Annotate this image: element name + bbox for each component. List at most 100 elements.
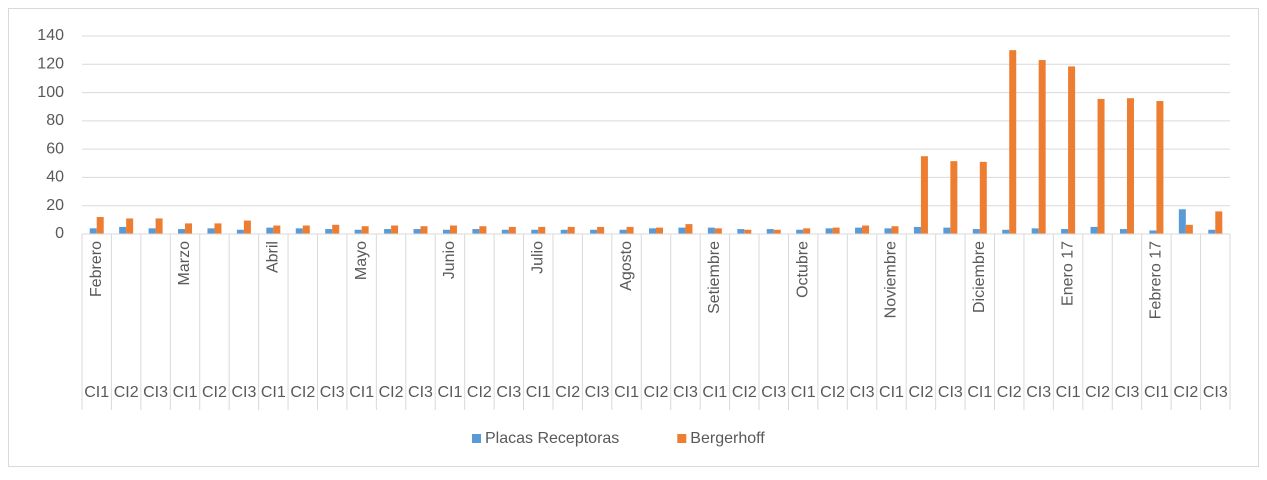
bar bbox=[920, 156, 928, 234]
bar bbox=[1002, 229, 1010, 234]
bar bbox=[508, 226, 516, 234]
bar bbox=[825, 228, 833, 234]
bar bbox=[96, 217, 104, 234]
bar bbox=[707, 227, 715, 234]
legend-label: Bergerhoff bbox=[690, 430, 765, 447]
y-tick-label: 0 bbox=[55, 225, 64, 242]
bar bbox=[449, 225, 457, 234]
bar bbox=[148, 228, 156, 234]
bar bbox=[391, 225, 399, 234]
bar bbox=[531, 229, 539, 234]
x-tick-label: CI3 bbox=[673, 384, 698, 401]
bar bbox=[325, 229, 333, 234]
bar bbox=[1090, 226, 1098, 234]
x-tick-label: CI3 bbox=[850, 384, 875, 401]
bar bbox=[1185, 224, 1193, 234]
group-label: Julio bbox=[529, 241, 546, 274]
bar bbox=[479, 226, 487, 234]
bar bbox=[472, 229, 480, 234]
bar bbox=[737, 229, 745, 234]
bar bbox=[185, 223, 193, 234]
bar bbox=[567, 226, 575, 234]
y-tick-label: 120 bbox=[37, 56, 64, 73]
group-label: Junio bbox=[441, 241, 458, 279]
x-tick-label: CI2 bbox=[732, 384, 757, 401]
x-tick-label: CI2 bbox=[555, 384, 580, 401]
x-tick-label: CI3 bbox=[1026, 384, 1051, 401]
bar bbox=[1097, 98, 1105, 234]
group-label: Marzo bbox=[176, 241, 193, 286]
bar bbox=[744, 229, 752, 234]
bar bbox=[1156, 101, 1164, 234]
bar bbox=[972, 229, 980, 234]
chart-frame bbox=[8, 8, 1259, 467]
x-tick-label: CI3 bbox=[938, 384, 963, 401]
x-tick-label: CI3 bbox=[143, 384, 168, 401]
bar bbox=[891, 226, 899, 234]
x-tick-label: CI1 bbox=[437, 384, 462, 401]
bar bbox=[354, 229, 362, 234]
group-label: Diciembre bbox=[971, 241, 988, 313]
group-label: Agosto bbox=[618, 241, 635, 291]
y-tick-label: 40 bbox=[46, 169, 64, 186]
x-tick-label: CI3 bbox=[408, 384, 433, 401]
x-tick-label: CI1 bbox=[791, 384, 816, 401]
bar bbox=[913, 226, 921, 234]
bar bbox=[832, 227, 840, 234]
group-label: Febrero 17 bbox=[1148, 241, 1165, 319]
legend-swatch bbox=[472, 434, 481, 443]
x-tick-label: CI1 bbox=[967, 384, 992, 401]
bar bbox=[442, 229, 450, 234]
bar bbox=[1068, 66, 1076, 235]
bar bbox=[950, 161, 958, 234]
group-label: Noviembre bbox=[883, 241, 900, 318]
x-tick-label: CI2 bbox=[997, 384, 1022, 401]
bar bbox=[413, 229, 421, 234]
x-tick-label: CI3 bbox=[761, 384, 786, 401]
bar bbox=[119, 226, 127, 234]
x-tick-label: CI2 bbox=[644, 384, 669, 401]
bar bbox=[656, 227, 663, 234]
bar bbox=[1061, 229, 1069, 234]
x-tick-label: CI2 bbox=[290, 384, 315, 401]
bar bbox=[649, 228, 656, 234]
bar bbox=[273, 225, 281, 234]
x-tick-label: CI3 bbox=[320, 384, 345, 401]
x-tick-label: CI3 bbox=[1203, 384, 1228, 401]
bar bbox=[384, 229, 392, 234]
bar bbox=[266, 227, 274, 234]
group-label: Setiembre bbox=[706, 241, 723, 314]
bar bbox=[1031, 228, 1039, 234]
bar bbox=[178, 229, 186, 234]
bar bbox=[1126, 98, 1134, 234]
bar bbox=[560, 229, 568, 234]
bar bbox=[361, 226, 369, 234]
bar bbox=[155, 218, 163, 234]
x-tick-label: CI1 bbox=[1144, 384, 1169, 401]
x-tick-label: CI2 bbox=[379, 384, 404, 401]
bar bbox=[214, 223, 222, 234]
x-tick-label: CI2 bbox=[1085, 384, 1110, 401]
bar bbox=[855, 227, 863, 234]
y-tick-label: 140 bbox=[37, 27, 64, 44]
group-label: Enero 17 bbox=[1059, 241, 1076, 306]
bar bbox=[796, 229, 804, 234]
x-tick-label: CI2 bbox=[908, 384, 933, 401]
bar bbox=[626, 226, 634, 234]
x-tick-label: CI1 bbox=[349, 384, 374, 401]
bar bbox=[1208, 229, 1216, 234]
bar bbox=[685, 224, 693, 234]
bar bbox=[1149, 230, 1157, 234]
x-tick-label: CI3 bbox=[231, 384, 256, 401]
x-tick-label: CI2 bbox=[467, 384, 492, 401]
group-label: Mayo bbox=[353, 241, 370, 280]
x-tick-label: CI3 bbox=[1115, 384, 1140, 401]
x-tick-label: CI2 bbox=[1173, 384, 1198, 401]
bar bbox=[1038, 60, 1046, 234]
bar bbox=[619, 229, 627, 234]
bar bbox=[803, 228, 811, 234]
x-tick-label: CI2 bbox=[820, 384, 845, 401]
bar bbox=[126, 218, 134, 234]
bar bbox=[420, 226, 428, 234]
